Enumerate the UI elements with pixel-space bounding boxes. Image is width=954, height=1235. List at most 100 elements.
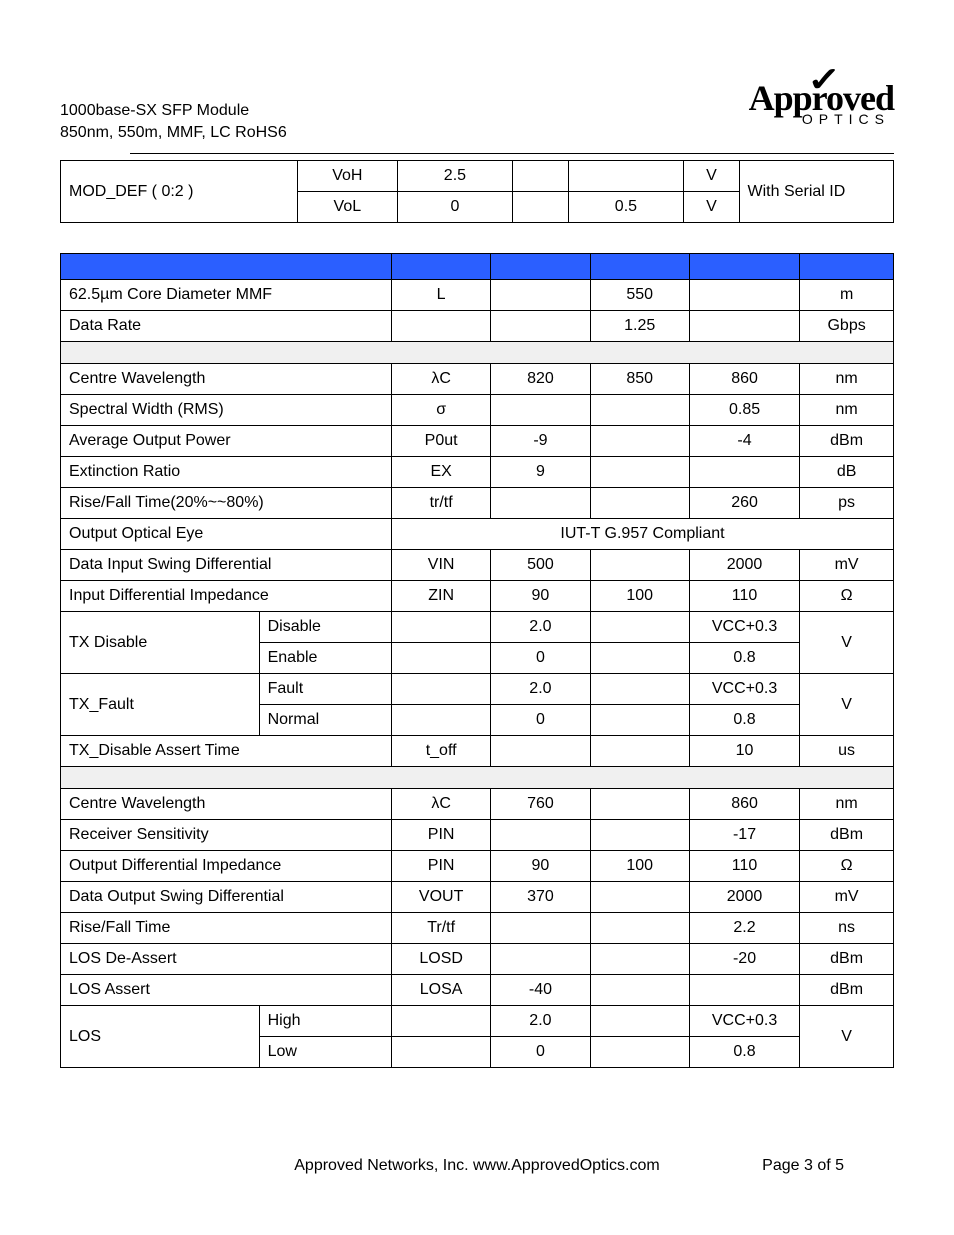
unit-cell: V	[800, 1006, 894, 1068]
cell: 110	[689, 851, 799, 882]
param-cell: TX Disable	[61, 612, 260, 674]
cell	[689, 311, 799, 342]
subparam-cell: Low	[259, 1037, 391, 1068]
cell: ps	[800, 488, 894, 519]
cell: Gbps	[800, 311, 894, 342]
footer-page-number: Page 3 of 5	[762, 1157, 844, 1175]
section-row	[61, 342, 894, 364]
cell	[590, 674, 689, 705]
cell: λC	[391, 789, 490, 820]
section-row	[61, 767, 894, 789]
cell: 90	[491, 581, 590, 612]
param-cell: TX_Fault	[61, 674, 260, 736]
cell: VCC+0.3	[689, 1006, 799, 1037]
footer-text: Approved Networks, Inc. www.ApprovedOpti…	[294, 1157, 659, 1174]
cell	[391, 643, 490, 674]
cell	[590, 882, 689, 913]
subparam-cell: High	[259, 1006, 391, 1037]
brand-logo: ✓ Approved OPTICS	[749, 80, 894, 126]
table-spacer	[60, 223, 894, 253]
cell: LOSD	[391, 944, 490, 975]
cell	[491, 311, 590, 342]
subparam-cell: Normal	[259, 705, 391, 736]
cell: 2.0	[491, 674, 590, 705]
logo-check-icon: ✓	[807, 64, 841, 98]
cell: -20	[689, 944, 799, 975]
cell	[491, 913, 590, 944]
cell: σ	[391, 395, 490, 426]
cell	[491, 488, 590, 519]
cell	[391, 612, 490, 643]
cell	[590, 975, 689, 1006]
page-header: 1000base-SX SFP Module 850nm, 550m, MMF,…	[60, 80, 894, 143]
cell: 760	[491, 789, 590, 820]
subparam-cell: Disable	[259, 612, 391, 643]
param-cell: Centre Wavelength	[61, 789, 392, 820]
cell	[590, 789, 689, 820]
merged-cell: IUT-T G.957 Compliant	[391, 519, 893, 550]
param-cell: LOS Assert	[61, 975, 392, 1006]
subparam-cell: Fault	[259, 674, 391, 705]
header-title-block: 1000base-SX SFP Module 850nm, 550m, MMF,…	[60, 80, 287, 143]
cell: V	[684, 192, 739, 223]
cell: 0.8	[689, 705, 799, 736]
cell	[689, 975, 799, 1006]
cell: V	[684, 161, 739, 192]
page-footer: Approved Networks, Inc. www.ApprovedOpti…	[0, 1157, 954, 1175]
cell: dBm	[800, 820, 894, 851]
param-cell: Rise/Fall Time(20%~~80%)	[61, 488, 392, 519]
cell	[590, 550, 689, 581]
cell	[590, 705, 689, 736]
unit-cell: V	[800, 612, 894, 674]
cell: 0	[397, 192, 513, 223]
cell: nm	[800, 789, 894, 820]
cell: 2.0	[491, 1006, 590, 1037]
cell: nm	[800, 395, 894, 426]
cell	[513, 192, 568, 223]
cell: 550	[590, 280, 689, 311]
cell: m	[800, 280, 894, 311]
param-cell: 62.5µm Core Diameter MMF	[61, 280, 392, 311]
param-cell: Centre Wavelength	[61, 364, 392, 395]
cell	[590, 457, 689, 488]
param-cell: Input Differential Impedance	[61, 581, 392, 612]
cell: dBm	[800, 975, 894, 1006]
cell	[391, 1037, 490, 1068]
cell: 1.25	[590, 311, 689, 342]
cell	[590, 426, 689, 457]
cell: PIN	[391, 820, 490, 851]
cell: 2.2	[689, 913, 799, 944]
cell: 100	[590, 581, 689, 612]
table-header	[391, 254, 490, 280]
cell: PIN	[391, 851, 490, 882]
cell: t_off	[391, 736, 490, 767]
cell: 0.85	[689, 395, 799, 426]
param-cell: Extinction Ratio	[61, 457, 392, 488]
cell: L	[391, 280, 490, 311]
cell: dBm	[800, 944, 894, 975]
cell: 2000	[689, 550, 799, 581]
cell: VCC+0.3	[689, 674, 799, 705]
cell: Ω	[800, 581, 894, 612]
cell: 0.8	[689, 1037, 799, 1068]
cell: mV	[800, 882, 894, 913]
param-cell: Output Optical Eye	[61, 519, 392, 550]
cell: -17	[689, 820, 799, 851]
table-header	[689, 254, 799, 280]
param-cell: LOS	[61, 1006, 260, 1068]
cell	[590, 612, 689, 643]
cell	[590, 1037, 689, 1068]
header-line-2: 850nm, 550m, MMF, LC RoHS6	[60, 122, 287, 144]
cell	[491, 280, 590, 311]
cell: 100	[590, 851, 689, 882]
cell: 0.5	[568, 192, 684, 223]
cell: 500	[491, 550, 590, 581]
cell	[391, 311, 490, 342]
cell	[590, 1006, 689, 1037]
cell: Ω	[800, 851, 894, 882]
cell: tr/tf	[391, 488, 490, 519]
param-cell: Spectral Width (RMS)	[61, 395, 392, 426]
unit-cell: V	[800, 674, 894, 736]
param-cell: TX_Disable Assert Time	[61, 736, 392, 767]
cell	[590, 913, 689, 944]
